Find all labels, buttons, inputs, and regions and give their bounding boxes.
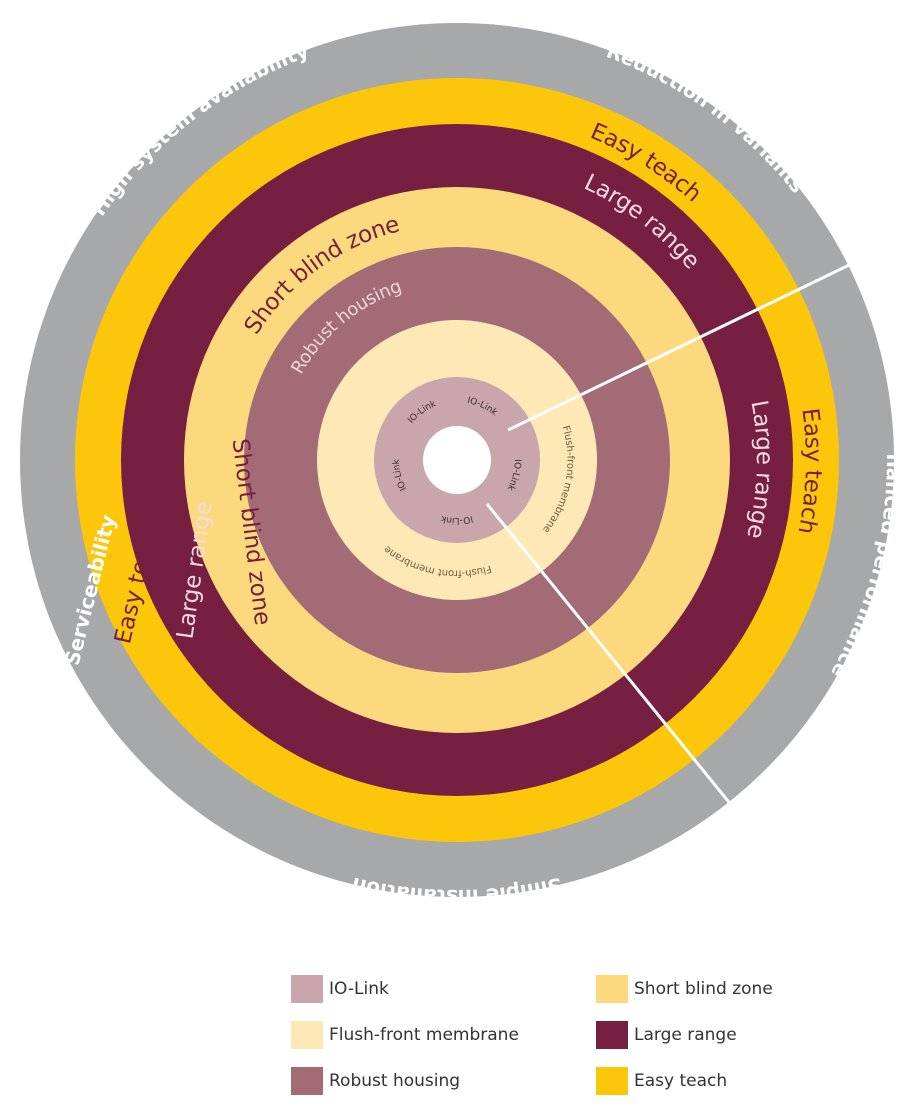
legend-swatch: [596, 975, 628, 1003]
legend-label: IO-Link: [329, 979, 389, 999]
legend-swatch: [291, 1021, 323, 1049]
io-link-label-3: IO-Link: [439, 513, 473, 525]
legend-swatch: [596, 1067, 628, 1095]
legend-item-easy-teach: Easy teach: [596, 1064, 727, 1098]
legend: IO-Link Flush-front membrane Robust hous…: [0, 972, 917, 1110]
concentric-feature-diagram: Reduction in variants High system availa…: [20, 23, 894, 897]
divider-line-upper: [507, 251, 875, 432]
legend-swatch: [596, 1021, 628, 1049]
legend-item-short-blind-zone: Short blind zone: [596, 972, 773, 1006]
divider-line-lower: [485, 503, 747, 823]
legend-item-large-range: Large range: [596, 1018, 737, 1052]
legend-label: Easy teach: [634, 1071, 728, 1091]
center-hole: [423, 426, 491, 494]
legend-item-robust-housing: Robust housing: [291, 1064, 460, 1098]
legend-label: Flush-front membrane: [329, 1025, 519, 1045]
legend-label: Large range: [634, 1025, 737, 1045]
legend-swatch: [291, 975, 323, 1003]
legend-item-flush-front-membrane: Flush-front membrane: [291, 1018, 519, 1052]
legend-label: Robust housing: [329, 1071, 461, 1091]
legend-swatch: [291, 1067, 323, 1095]
legend-item-io-link: IO-Link: [291, 972, 389, 1006]
legend-label: Short blind zone: [634, 979, 773, 999]
